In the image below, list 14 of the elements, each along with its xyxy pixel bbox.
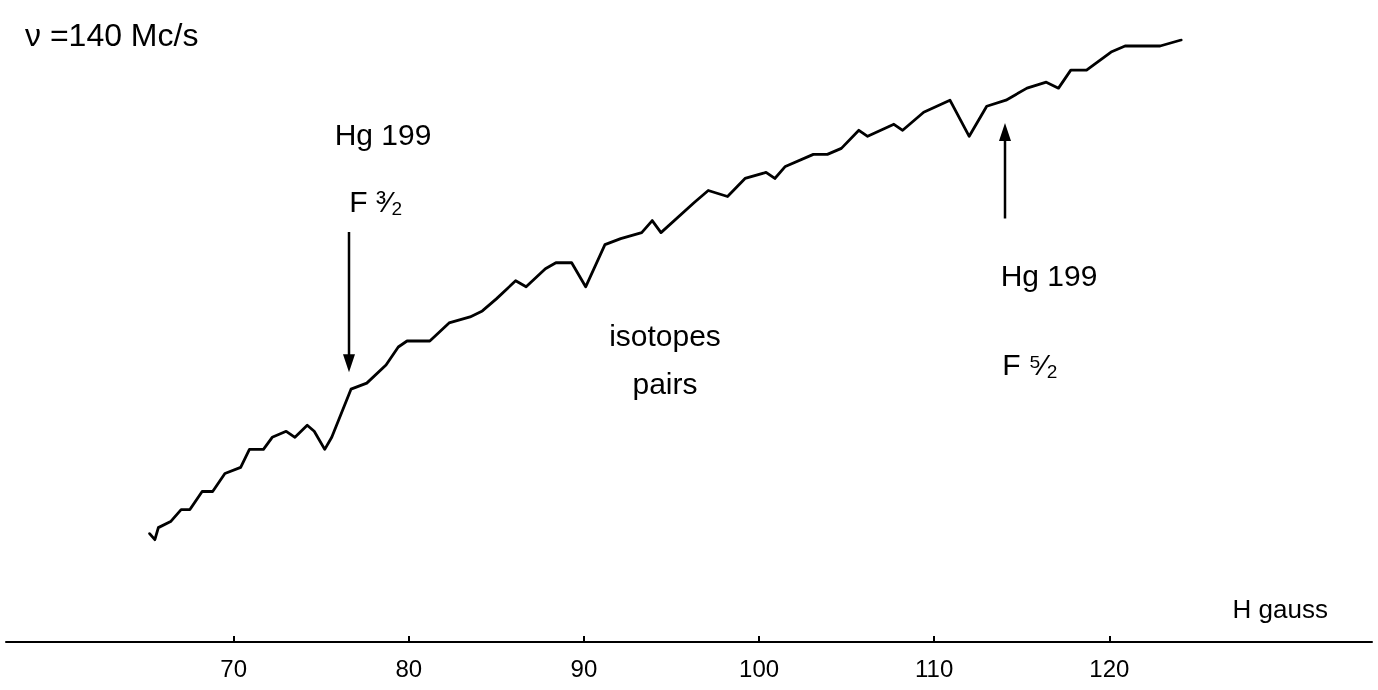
x-tick-label: 80: [395, 654, 423, 682]
annotation: Hg 199: [334, 117, 432, 151]
x-tick-label: 100: [739, 654, 780, 682]
x-axis-title: H gauss: [1232, 594, 1329, 624]
x-tick-label: 90: [570, 654, 598, 682]
annotation: F ³⁄₂: [349, 184, 403, 218]
x-tick-label: 110: [915, 654, 954, 682]
annotation: F ⁵⁄₂: [1002, 347, 1058, 381]
chart-title: ν =140 Mc/s: [25, 17, 199, 53]
annotation: isotopes: [609, 318, 721, 352]
x-tick-label: 70: [220, 654, 248, 682]
x-tick-label: 120: [1089, 654, 1130, 682]
annotation: Hg 199: [1000, 258, 1098, 292]
annotation: pairs: [632, 366, 698, 400]
